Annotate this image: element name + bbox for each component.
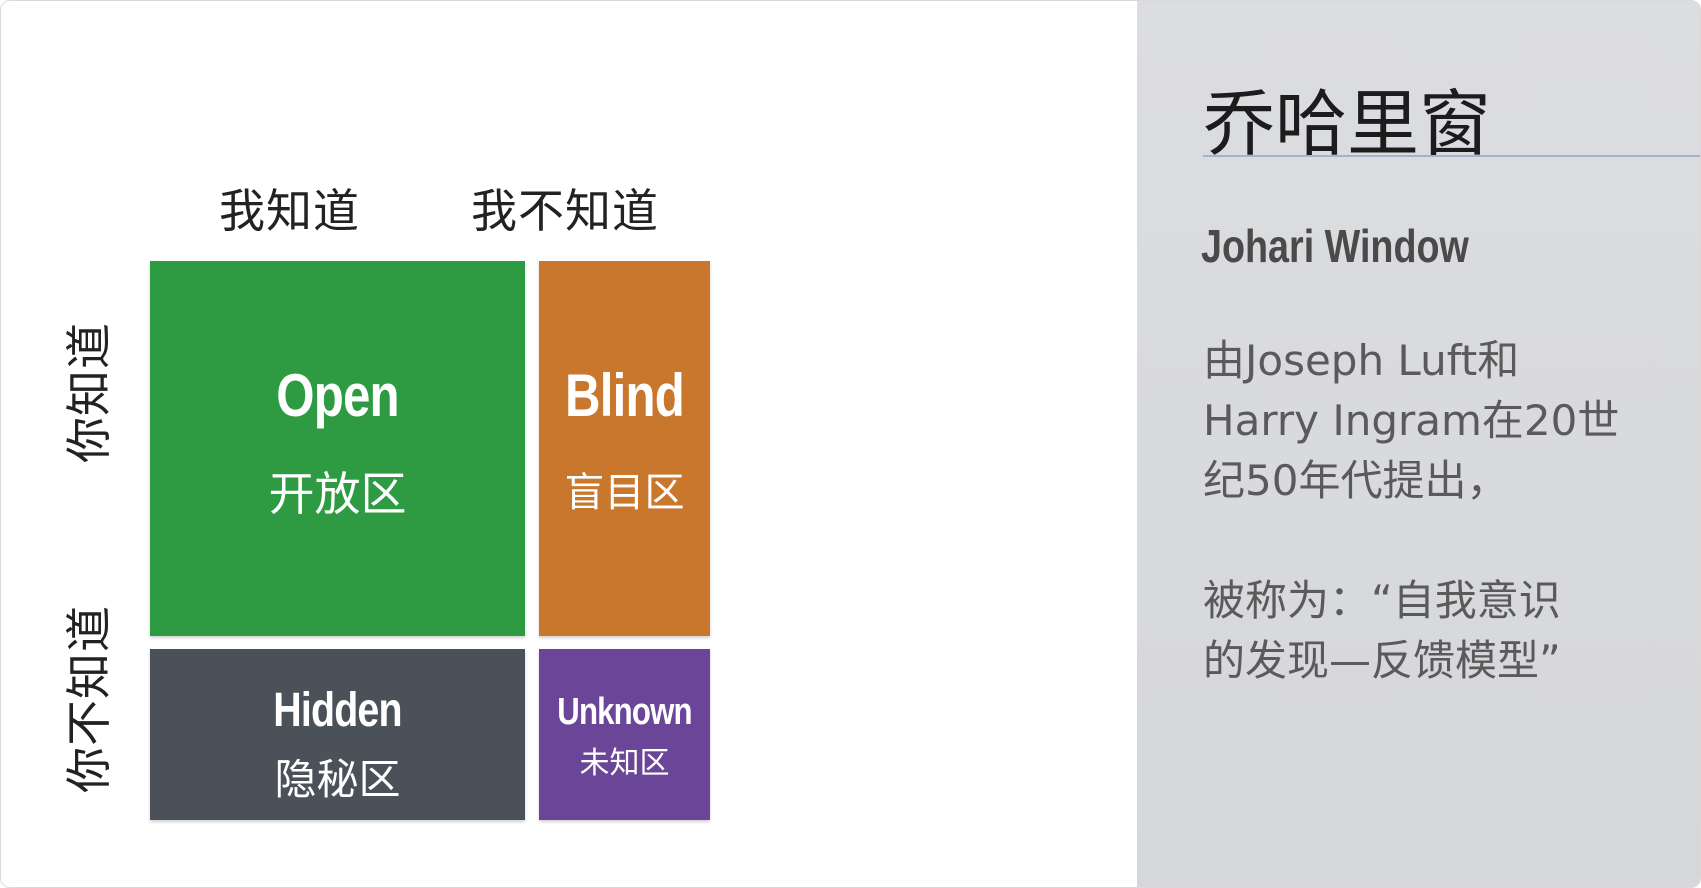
info-panel [1137,1,1700,887]
col-header-i-dont-know: 我不知道 [471,184,659,238]
quadrant-hidden-zh: 隐秘区 [274,755,401,804]
quadrant-unknown: Unknown 未知区 [539,649,710,820]
quadrant-blind-en: Blind [565,362,685,429]
quadrant-hidden-en: Hidden [273,684,402,737]
paragraph-origin: 由Joseph Luft和 Harry Ingram在20世 纪50年代提出， [1203,331,1619,511]
paragraph-origin-line: Harry Ingram在20世 [1203,396,1620,445]
quadrant-unknown-zh: 未知区 [579,746,670,781]
col-header-i-know: 我知道 [219,184,360,238]
paragraph-origin-line: 纪50年代提出， [1203,456,1509,505]
quadrant-blind: Blind 盲目区 [539,261,710,636]
row-header-you-dont-know: 你不知道 [62,605,116,793]
title-divider [1203,155,1700,157]
paragraph-origin-line: 由Joseph Luft和 [1203,336,1520,385]
paragraph-definition-line: 被称为：“自我意识 [1203,576,1561,625]
panel-title: 乔哈里窗 [1203,82,1492,166]
matrix-area: 我知道 我不知道 你知道 你不知道 Open 开放区 Blind 盲目区 Hid… [1,1,1137,887]
quadrant-open: Open 开放区 [150,261,525,636]
quadrant-unknown-en: Unknown [557,691,692,733]
row-header-you-know: 你知道 [62,322,116,463]
quadrant-open-zh: 开放区 [268,467,407,521]
quadrant-blind-zh: 盲目区 [564,470,685,516]
paragraph-definition-line: 的发现—反馈模型” [1203,636,1561,685]
quadrant-hidden: Hidden 隐秘区 [150,649,525,820]
paragraph-definition: 被称为：“自我意识 的发现—反馈模型” [1203,571,1561,691]
panel-subtitle: Johari Window [1201,220,1469,272]
quadrant-open-en: Open [276,362,399,429]
